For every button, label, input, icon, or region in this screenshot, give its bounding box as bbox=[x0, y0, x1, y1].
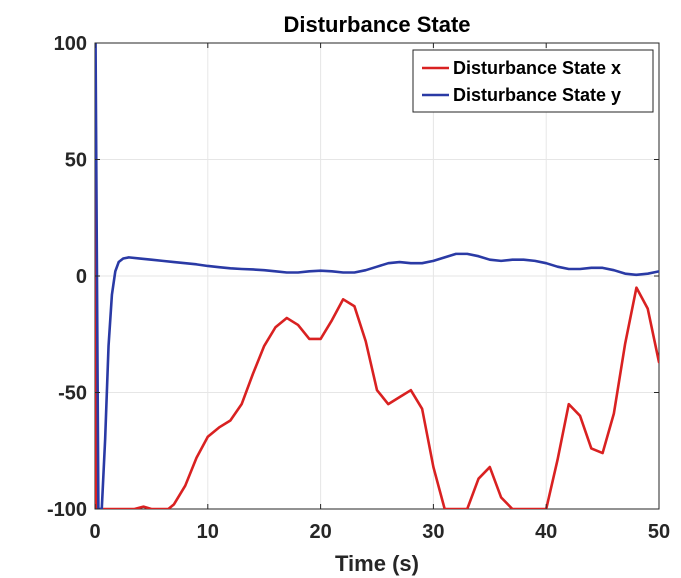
x-tick-label: 0 bbox=[89, 521, 100, 543]
legend-box bbox=[412, 49, 654, 113]
x-tick-label: 40 bbox=[535, 521, 557, 543]
legend-label: Disturbance State y bbox=[453, 85, 621, 105]
x-tick-label: 20 bbox=[309, 521, 331, 543]
x-tick-label: 10 bbox=[197, 521, 219, 543]
chart-title: Disturbance State bbox=[283, 12, 470, 37]
x-axis-label: Time (s) bbox=[335, 551, 419, 576]
series-line-x bbox=[95, 43, 659, 509]
y-tick-label: 50 bbox=[65, 150, 87, 172]
x-tick-label: 50 bbox=[648, 521, 670, 543]
y-tick-label: -50 bbox=[58, 383, 87, 405]
y-tick-label: -100 bbox=[47, 499, 87, 521]
y-tick-label: 100 bbox=[54, 33, 87, 55]
x-tick-label: 30 bbox=[422, 521, 444, 543]
legend-label: Disturbance State x bbox=[453, 58, 621, 78]
y-tick-label: 0 bbox=[76, 266, 87, 288]
legend: Disturbance State x Disturbance State y bbox=[412, 49, 654, 113]
series-line-y bbox=[95, 43, 659, 509]
